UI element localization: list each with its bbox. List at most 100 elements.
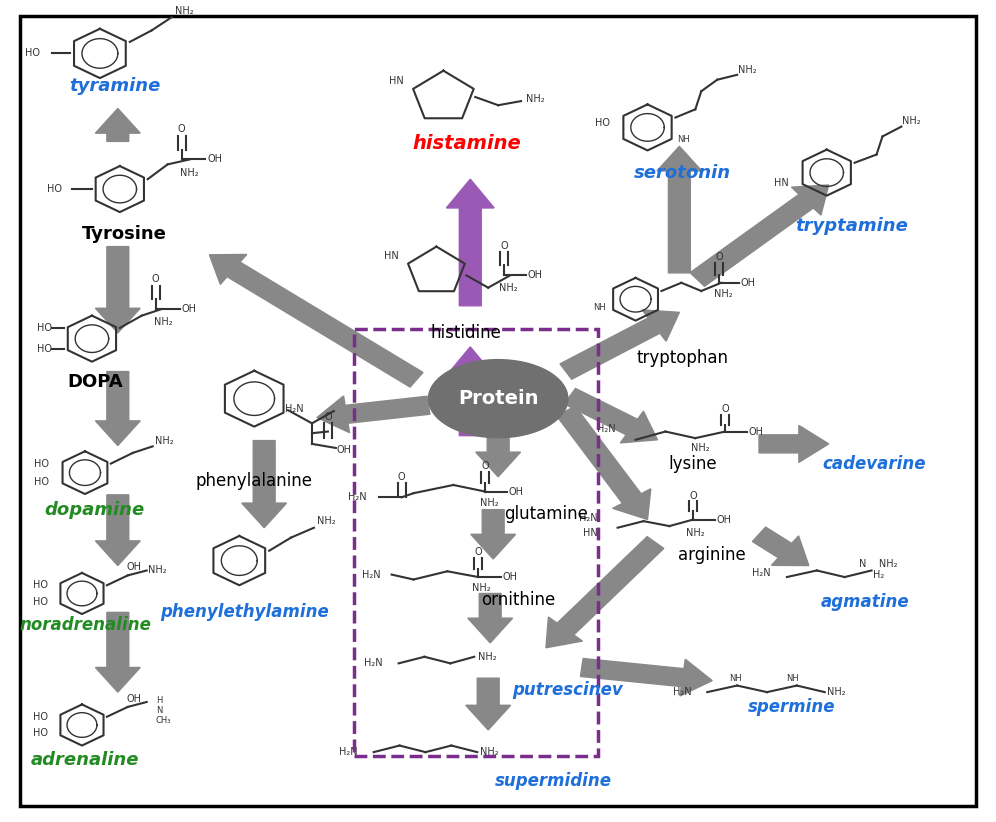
Text: O: O <box>151 275 159 284</box>
Text: HN: HN <box>774 178 789 188</box>
Text: OH: OH <box>528 270 543 279</box>
Text: O: O <box>689 492 697 501</box>
Text: NH₂: NH₂ <box>686 528 704 538</box>
Text: serotonin: serotonin <box>633 164 731 182</box>
Text: OH: OH <box>126 694 141 704</box>
Text: HN: HN <box>388 76 403 85</box>
Text: O: O <box>474 547 482 557</box>
Text: DOPA: DOPA <box>67 373 123 391</box>
FancyArrow shape <box>96 372 140 446</box>
Text: NH₂: NH₂ <box>738 65 756 75</box>
FancyArrow shape <box>476 437 521 477</box>
FancyArrow shape <box>466 678 511 730</box>
Text: HO: HO <box>33 728 48 738</box>
FancyArrow shape <box>446 179 494 306</box>
Text: noradrenaline: noradrenaline <box>19 616 151 634</box>
Text: ornithine: ornithine <box>481 591 555 609</box>
FancyArrow shape <box>657 146 702 273</box>
Text: NH₂: NH₂ <box>499 283 518 293</box>
Text: glutamine: glutamine <box>504 505 588 523</box>
Text: histamine: histamine <box>412 134 521 154</box>
Text: HO: HO <box>25 48 40 58</box>
Text: O: O <box>177 124 185 134</box>
Text: NH₂: NH₂ <box>180 168 199 178</box>
Text: tryptamine: tryptamine <box>795 217 908 235</box>
Text: arginine: arginine <box>678 546 746 564</box>
Text: CH₃: CH₃ <box>155 716 171 724</box>
Text: NH: NH <box>594 303 607 312</box>
Text: NH: NH <box>677 136 690 144</box>
Text: spermine: spermine <box>748 698 836 716</box>
Text: NH: NH <box>787 675 799 683</box>
FancyArrow shape <box>446 347 494 436</box>
Text: NH₂: NH₂ <box>175 6 194 16</box>
Text: putrescinev: putrescinev <box>513 681 623 700</box>
Text: dopamine: dopamine <box>45 501 145 519</box>
Text: NH₂: NH₂ <box>828 687 846 697</box>
Text: phenylethylamine: phenylethylamine <box>160 603 329 621</box>
Text: OH: OH <box>126 562 141 572</box>
Text: phenylalanine: phenylalanine <box>196 472 313 490</box>
FancyArrow shape <box>564 389 657 443</box>
Text: OH: OH <box>509 487 524 496</box>
Text: NH₂: NH₂ <box>691 443 709 453</box>
FancyArrow shape <box>96 109 140 141</box>
Text: HN: HN <box>583 528 598 538</box>
Text: OH: OH <box>741 278 756 288</box>
FancyArrow shape <box>317 396 430 432</box>
Text: O: O <box>481 461 489 471</box>
Text: H₂N: H₂N <box>349 492 367 502</box>
Text: lysine: lysine <box>668 455 717 473</box>
Text: supermidine: supermidine <box>494 772 612 790</box>
Text: O: O <box>715 252 723 262</box>
Text: histidine: histidine <box>431 324 502 342</box>
Text: H₂N: H₂N <box>340 747 358 757</box>
Text: HN: HN <box>383 252 398 261</box>
Text: HO: HO <box>34 459 49 469</box>
Text: H₂N: H₂N <box>285 404 304 413</box>
FancyArrow shape <box>96 612 140 692</box>
Text: cadevarine: cadevarine <box>823 455 926 473</box>
Text: agmatine: agmatine <box>821 593 909 611</box>
Text: NH₂: NH₂ <box>155 436 174 446</box>
Text: H₂N: H₂N <box>672 687 691 697</box>
Text: O: O <box>324 412 332 422</box>
Text: O: O <box>721 404 729 414</box>
FancyArrow shape <box>209 255 423 387</box>
Text: HO: HO <box>37 323 52 333</box>
Text: H₂N: H₂N <box>363 570 380 580</box>
Text: O: O <box>500 241 508 251</box>
Text: OH: OH <box>208 155 223 164</box>
Text: HO: HO <box>37 344 52 354</box>
FancyArrow shape <box>96 247 140 333</box>
Text: H₂N: H₂N <box>579 513 598 523</box>
Text: adrenaline: adrenaline <box>31 751 139 769</box>
Text: HO: HO <box>47 184 62 194</box>
Text: OH: OH <box>337 445 352 455</box>
Text: OH: OH <box>503 572 518 582</box>
Text: NH₂: NH₂ <box>526 95 545 104</box>
Text: NH₂: NH₂ <box>902 116 920 126</box>
Text: N    NH₂: N NH₂ <box>860 559 897 569</box>
FancyArrow shape <box>468 593 513 643</box>
Text: NH₂: NH₂ <box>154 317 173 327</box>
Text: NH₂: NH₂ <box>480 747 499 757</box>
Text: NH₂: NH₂ <box>480 498 499 508</box>
FancyArrow shape <box>242 441 287 528</box>
Text: H₂N: H₂N <box>365 658 382 668</box>
FancyBboxPatch shape <box>20 16 976 806</box>
FancyArrow shape <box>752 527 809 566</box>
FancyArrow shape <box>560 310 679 379</box>
Text: tryptophan: tryptophan <box>636 349 728 367</box>
Text: tyramine: tyramine <box>69 77 160 95</box>
FancyArrow shape <box>690 185 829 286</box>
FancyArrow shape <box>546 537 663 648</box>
Text: Tyrosine: Tyrosine <box>83 225 167 243</box>
Text: HO: HO <box>33 597 48 607</box>
Ellipse shape <box>428 360 568 437</box>
Text: OH: OH <box>181 304 196 314</box>
Text: H₂: H₂ <box>872 570 884 580</box>
Text: Protein: Protein <box>458 389 539 409</box>
Text: H: H <box>155 696 162 704</box>
Text: NH₂: NH₂ <box>714 289 732 299</box>
